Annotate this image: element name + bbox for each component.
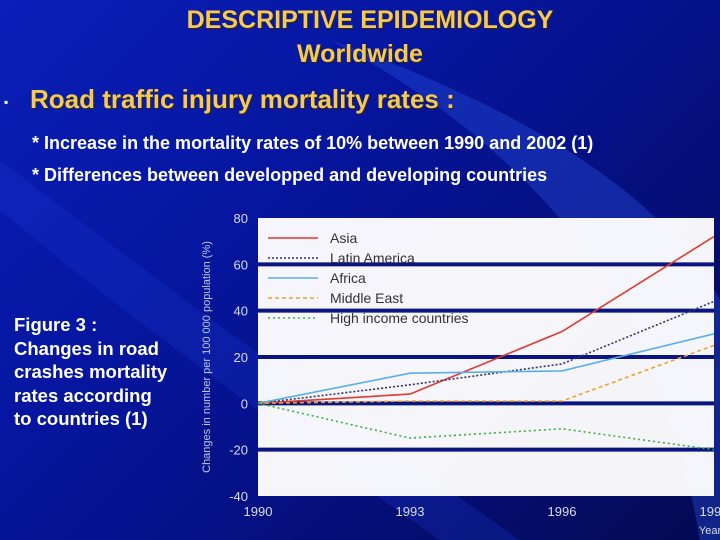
legend-label: High income countries [330, 310, 469, 326]
y-axis-label: Changes in number per 100 000 population… [201, 241, 213, 473]
legend-label: Middle East [330, 290, 403, 306]
figure-caption-line: Changes in road [14, 337, 159, 359]
y-tick-label: -40 [229, 489, 248, 504]
x-axis-label: Year [699, 525, 720, 537]
x-tick-label: 1993 [396, 504, 425, 519]
legend-label: Latin America [330, 250, 415, 266]
legend-label: Africa [330, 270, 366, 286]
y-tick-label: 20 [234, 350, 248, 365]
series-line [257, 333, 715, 405]
bullet-marker: ▪ [4, 95, 9, 109]
slide-title-region: Worldwide [297, 40, 423, 68]
y-tick-label: 60 [234, 257, 248, 272]
series-line [257, 235, 715, 405]
slide-subtitle: Road traffic injury mortality rates : [30, 84, 455, 114]
slide-title: DESCRIPTIVE EPIDEMIOLOGY [186, 6, 554, 34]
point-mortality-increase: * Increase in the mortality rates of 10%… [32, 133, 594, 153]
series-line [257, 300, 715, 405]
y-tick-label: 80 [234, 211, 248, 226]
figure-caption-line: crashes mortality [14, 361, 168, 382]
y-tick-label: 40 [234, 304, 248, 319]
figure-caption-line: Figure 3 : [14, 314, 98, 335]
figure-caption-line: rates according [14, 384, 152, 406]
x-tick-label: 1990 [244, 504, 273, 519]
x-tick-label: 1996 [548, 504, 577, 519]
figure-caption-line: to countries (1) [14, 408, 148, 429]
point-country-differences: * Differences between developped and dev… [32, 165, 548, 185]
x-tick-label: 1999 [700, 504, 720, 519]
figure-caption: Figure 3 : Changes in road crashes morta… [14, 313, 204, 431]
y-tick-label: -20 [229, 443, 248, 458]
legend-label: Asia [330, 230, 357, 246]
y-tick-label: 0 [241, 396, 248, 411]
